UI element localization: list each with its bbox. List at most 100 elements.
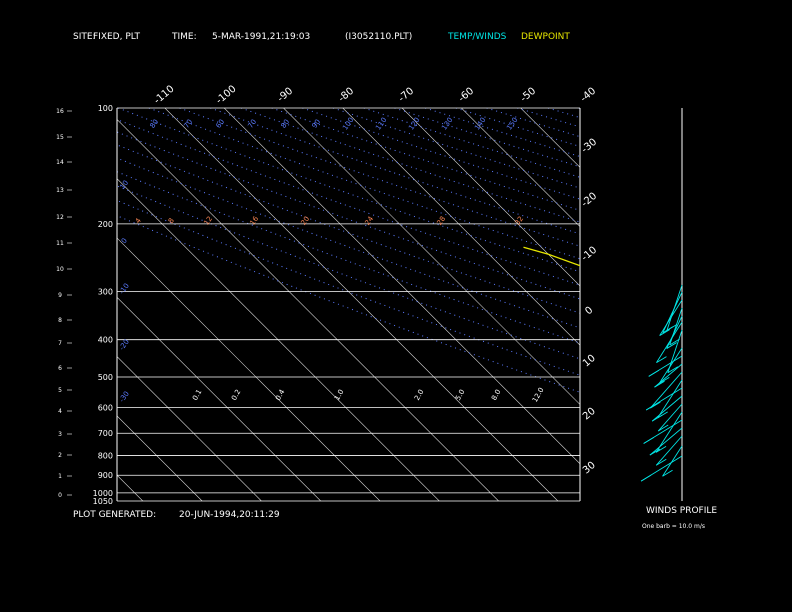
- dry-adiabat-label: 70: [247, 118, 259, 130]
- pressure-tick-label: 400: [98, 336, 113, 345]
- height-km-tick-label: 5: [58, 387, 62, 394]
- height-km-tick-label: 6: [58, 365, 62, 372]
- height-km-tick-label: 7: [58, 340, 62, 347]
- wind-barb-shaft: [659, 299, 683, 336]
- height-km-tick-label: 0: [58, 492, 62, 499]
- height-km-tick-label: 1: [58, 473, 62, 480]
- temperature-top-label: -110: [152, 84, 176, 107]
- pressure-tick-label: 500: [98, 373, 113, 382]
- dry-adiabat-line: [547, 108, 580, 119]
- temperature-top-label: -40: [579, 86, 599, 105]
- legend-dewpoint: DEWPOINT: [521, 32, 570, 42]
- mixing-ratio-label: 24: [364, 214, 376, 226]
- isotherm-line: [461, 108, 580, 228]
- isotherm-line: [117, 474, 144, 501]
- pressure-tick-label: 200: [98, 220, 113, 229]
- lower-mixing-label: 0.2: [230, 388, 242, 402]
- file-name: (I3052110.PLT): [345, 32, 413, 42]
- dry-adiabat-left-label: 10: [119, 179, 131, 191]
- dry-adiabat-line: [609, 108, 792, 501]
- lower-mixing-label: 8.0: [490, 388, 502, 402]
- height-km-tick-label: 11: [56, 240, 64, 247]
- pressure-tick-label: 300: [98, 288, 113, 297]
- plot-generated-label: PLOT GENERATED:: [73, 510, 157, 520]
- plot-generated-value: 20-JUN-1994,20:11:29: [179, 510, 280, 520]
- mixing-ratio-line: [696, 224, 792, 501]
- winds-profile-title: WINDS PROFILE: [646, 506, 718, 516]
- isotherm-line: [164, 108, 559, 501]
- mixing-ratio-label: 16: [249, 214, 261, 226]
- dry-adiabat-line: [394, 108, 580, 168]
- dry-adiabat-line: [363, 108, 580, 178]
- dry-adiabat-line: [117, 215, 580, 393]
- isotherm-line: [117, 237, 381, 501]
- mixing-ratio-label: 8: [167, 217, 176, 225]
- lower-mixing-label: 0.4: [274, 388, 287, 402]
- mixing-ratio-label: 12: [203, 215, 215, 227]
- dry-adiabat-label: 110: [374, 116, 388, 132]
- wind-barb-flag: [658, 424, 669, 432]
- legend-temp-winds: TEMP/WINDS: [448, 32, 507, 42]
- dry-adiabat-line: [671, 108, 792, 501]
- mixing-ratio-line: [737, 224, 792, 501]
- moist-adiabat-line: [729, 340, 792, 501]
- wind-barb-shaft: [649, 427, 683, 456]
- wind-barb-flag: [662, 469, 673, 477]
- dry-adiabat-left-label: 0: [120, 237, 129, 245]
- isotherm-line: [117, 296, 321, 501]
- temperature-top-label: -60: [457, 86, 477, 105]
- dry-adiabat-label: 80: [149, 118, 161, 130]
- dry-adiabat-line: [210, 108, 580, 235]
- isotherm-line: [117, 356, 262, 501]
- wind-barb-shaft: [662, 445, 683, 477]
- height-km-tick-label: 12: [56, 214, 64, 221]
- winds-profile-note: One barb = 10.0 m/s: [642, 523, 705, 530]
- lower-mixing-label: 5.0: [454, 388, 466, 402]
- wind-barb-flag: [655, 446, 667, 453]
- mixing-ratio-label: 4: [134, 216, 143, 225]
- dry-adiabat-line: [148, 108, 580, 260]
- wind-barb-flag: [656, 356, 667, 364]
- temperature-top-label: -80: [337, 86, 357, 105]
- isotherm-line: [758, 108, 792, 501]
- dry-adiabat-line: [240, 108, 580, 223]
- pressure-tick-label: 800: [98, 452, 113, 461]
- height-km-tick-label: 13: [56, 187, 64, 194]
- mixing-ratio-line: [648, 224, 792, 501]
- wind-barb-shaft: [649, 371, 683, 409]
- wind-barb-flag: [669, 338, 680, 346]
- wind-barb-flag: [667, 366, 679, 374]
- wind-barb-flag: [643, 437, 654, 444]
- temperature-profile-line: [615, 244, 792, 493]
- dry-adiabat-line: [117, 199, 580, 376]
- dry-adiabat-label: 130: [440, 116, 454, 132]
- wind-barb-flag: [654, 380, 665, 388]
- wind-barb-flag: [651, 414, 663, 422]
- wind-barb-shaft: [656, 321, 683, 363]
- lower-mixing-label: 1.0: [333, 388, 345, 402]
- height-km-tick-label: 16: [56, 108, 64, 115]
- wind-barb-flag: [648, 369, 659, 377]
- pressure-tick-label: 700: [98, 429, 113, 438]
- dry-adiabat-label: 120: [407, 116, 421, 132]
- dry-adiabat-line: [118, 108, 580, 273]
- wind-barb-shaft: [654, 363, 683, 388]
- dry-adiabat-line: [117, 157, 580, 329]
- height-km-tick-label: 15: [56, 134, 64, 141]
- dry-adiabat-line: [455, 108, 580, 148]
- temperature-top-label: -100: [214, 84, 238, 107]
- temperature-top-label: -90: [276, 86, 296, 105]
- wind-barb-flag: [656, 458, 667, 466]
- dry-adiabat-label: 60: [215, 118, 227, 130]
- moist-adiabat-line: [759, 340, 792, 501]
- temperature-top-label: -50: [519, 86, 539, 105]
- wind-barb-flag: [645, 403, 657, 411]
- mixing-ratio-label: 32: [514, 215, 526, 227]
- lower-mixing-label: 2.0: [413, 388, 425, 402]
- mixing-ratio-label: 28: [436, 215, 448, 227]
- wind-barb-shaft: [651, 395, 683, 422]
- dry-adiabat-left-label: -30: [118, 390, 131, 404]
- temperature-right-label: -10: [580, 245, 600, 264]
- dry-adiabat-line: [117, 171, 580, 344]
- dry-adiabat-line: [486, 108, 580, 138]
